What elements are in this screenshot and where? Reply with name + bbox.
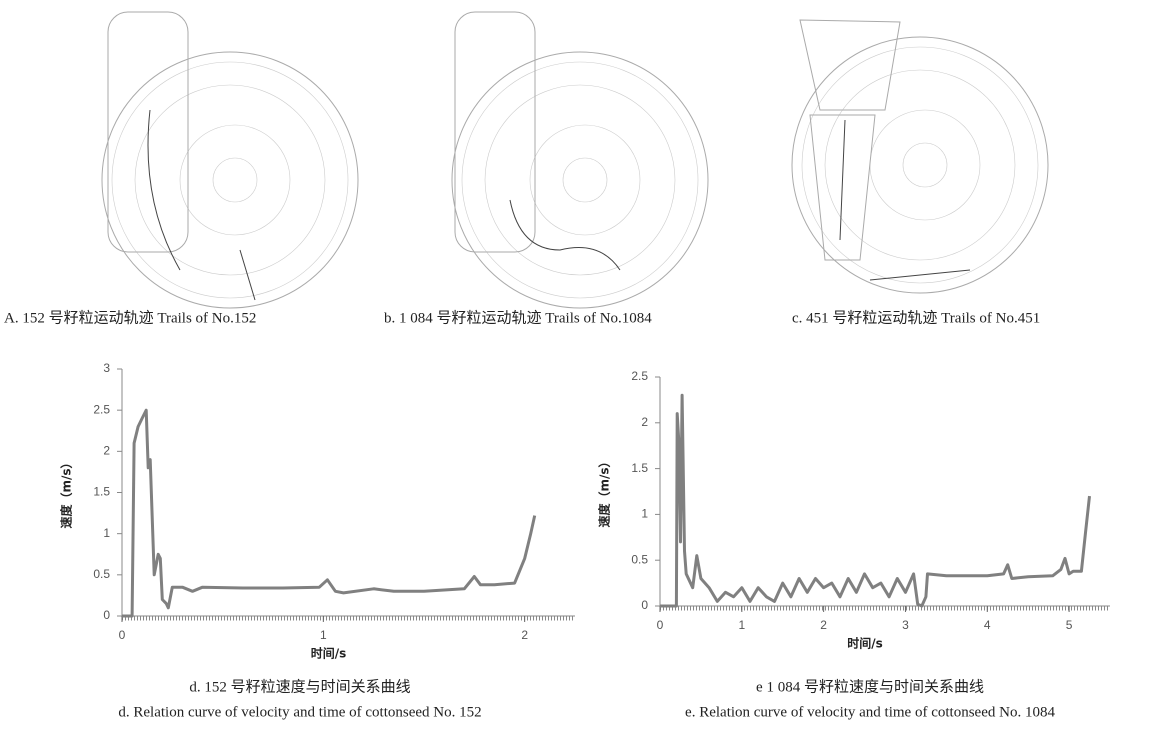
- y-axis-label: 速度（m/s）: [59, 456, 74, 528]
- panel-caption: b. 1 084 号籽粒运动轨迹 Trails of No.1084: [384, 309, 652, 326]
- y-tick-label: 1.5: [631, 461, 648, 475]
- x-tick-label: 0: [657, 618, 664, 632]
- x-tick-label: 3: [902, 618, 909, 632]
- x-tick-label: 2: [521, 628, 528, 642]
- y-tick-label: 0: [641, 598, 648, 612]
- render-b: [451, 11, 709, 309]
- chart-subtitle: e. Relation curve of velocity and time o…: [685, 704, 1055, 720]
- x-tick-label: 5: [1066, 618, 1073, 632]
- x-tick-label: 1: [738, 618, 745, 632]
- y-tick-label: 0.5: [631, 552, 648, 566]
- panel-caption: c. 451 号籽粒运动轨迹 Trails of No.451: [792, 309, 1040, 326]
- chart-title: d. 152 号籽粒速度与时间关系曲线: [189, 678, 410, 695]
- render-a: [101, 11, 359, 309]
- y-tick-label: 2.5: [93, 402, 110, 416]
- x-axis-label: 时间/s: [311, 646, 347, 661]
- line-series: [122, 408, 537, 618]
- line-series: [660, 393, 1091, 608]
- y-tick-label: 0.5: [93, 567, 110, 581]
- y-tick-label: 3: [103, 361, 110, 375]
- panel-caption: A. 152 号籽粒运动轨迹 Trails of No.152: [4, 309, 256, 326]
- y-axis-label: 速度（m/s）: [597, 455, 612, 527]
- y-tick-label: 2: [641, 415, 648, 429]
- x-tick-label: 0: [119, 628, 126, 642]
- y-tick-label: 1: [103, 526, 110, 540]
- y-tick-label: 2.5: [631, 369, 648, 383]
- x-tick-label: 2: [820, 618, 827, 632]
- y-tick-label: 0: [103, 608, 110, 622]
- x-tick-label: 1: [320, 628, 327, 642]
- chart-title: e 1 084 号籽粒速度与时间关系曲线: [756, 678, 984, 695]
- chart-subtitle: d. Relation curve of velocity and time o…: [118, 704, 481, 720]
- y-tick-label: 1: [641, 507, 648, 521]
- render-c: [791, 19, 1049, 294]
- x-axis-label: 时间/s: [847, 636, 883, 651]
- y-tick-label: 1.5: [93, 485, 110, 499]
- x-tick-label: 4: [984, 618, 991, 632]
- y-tick-label: 2: [103, 444, 110, 458]
